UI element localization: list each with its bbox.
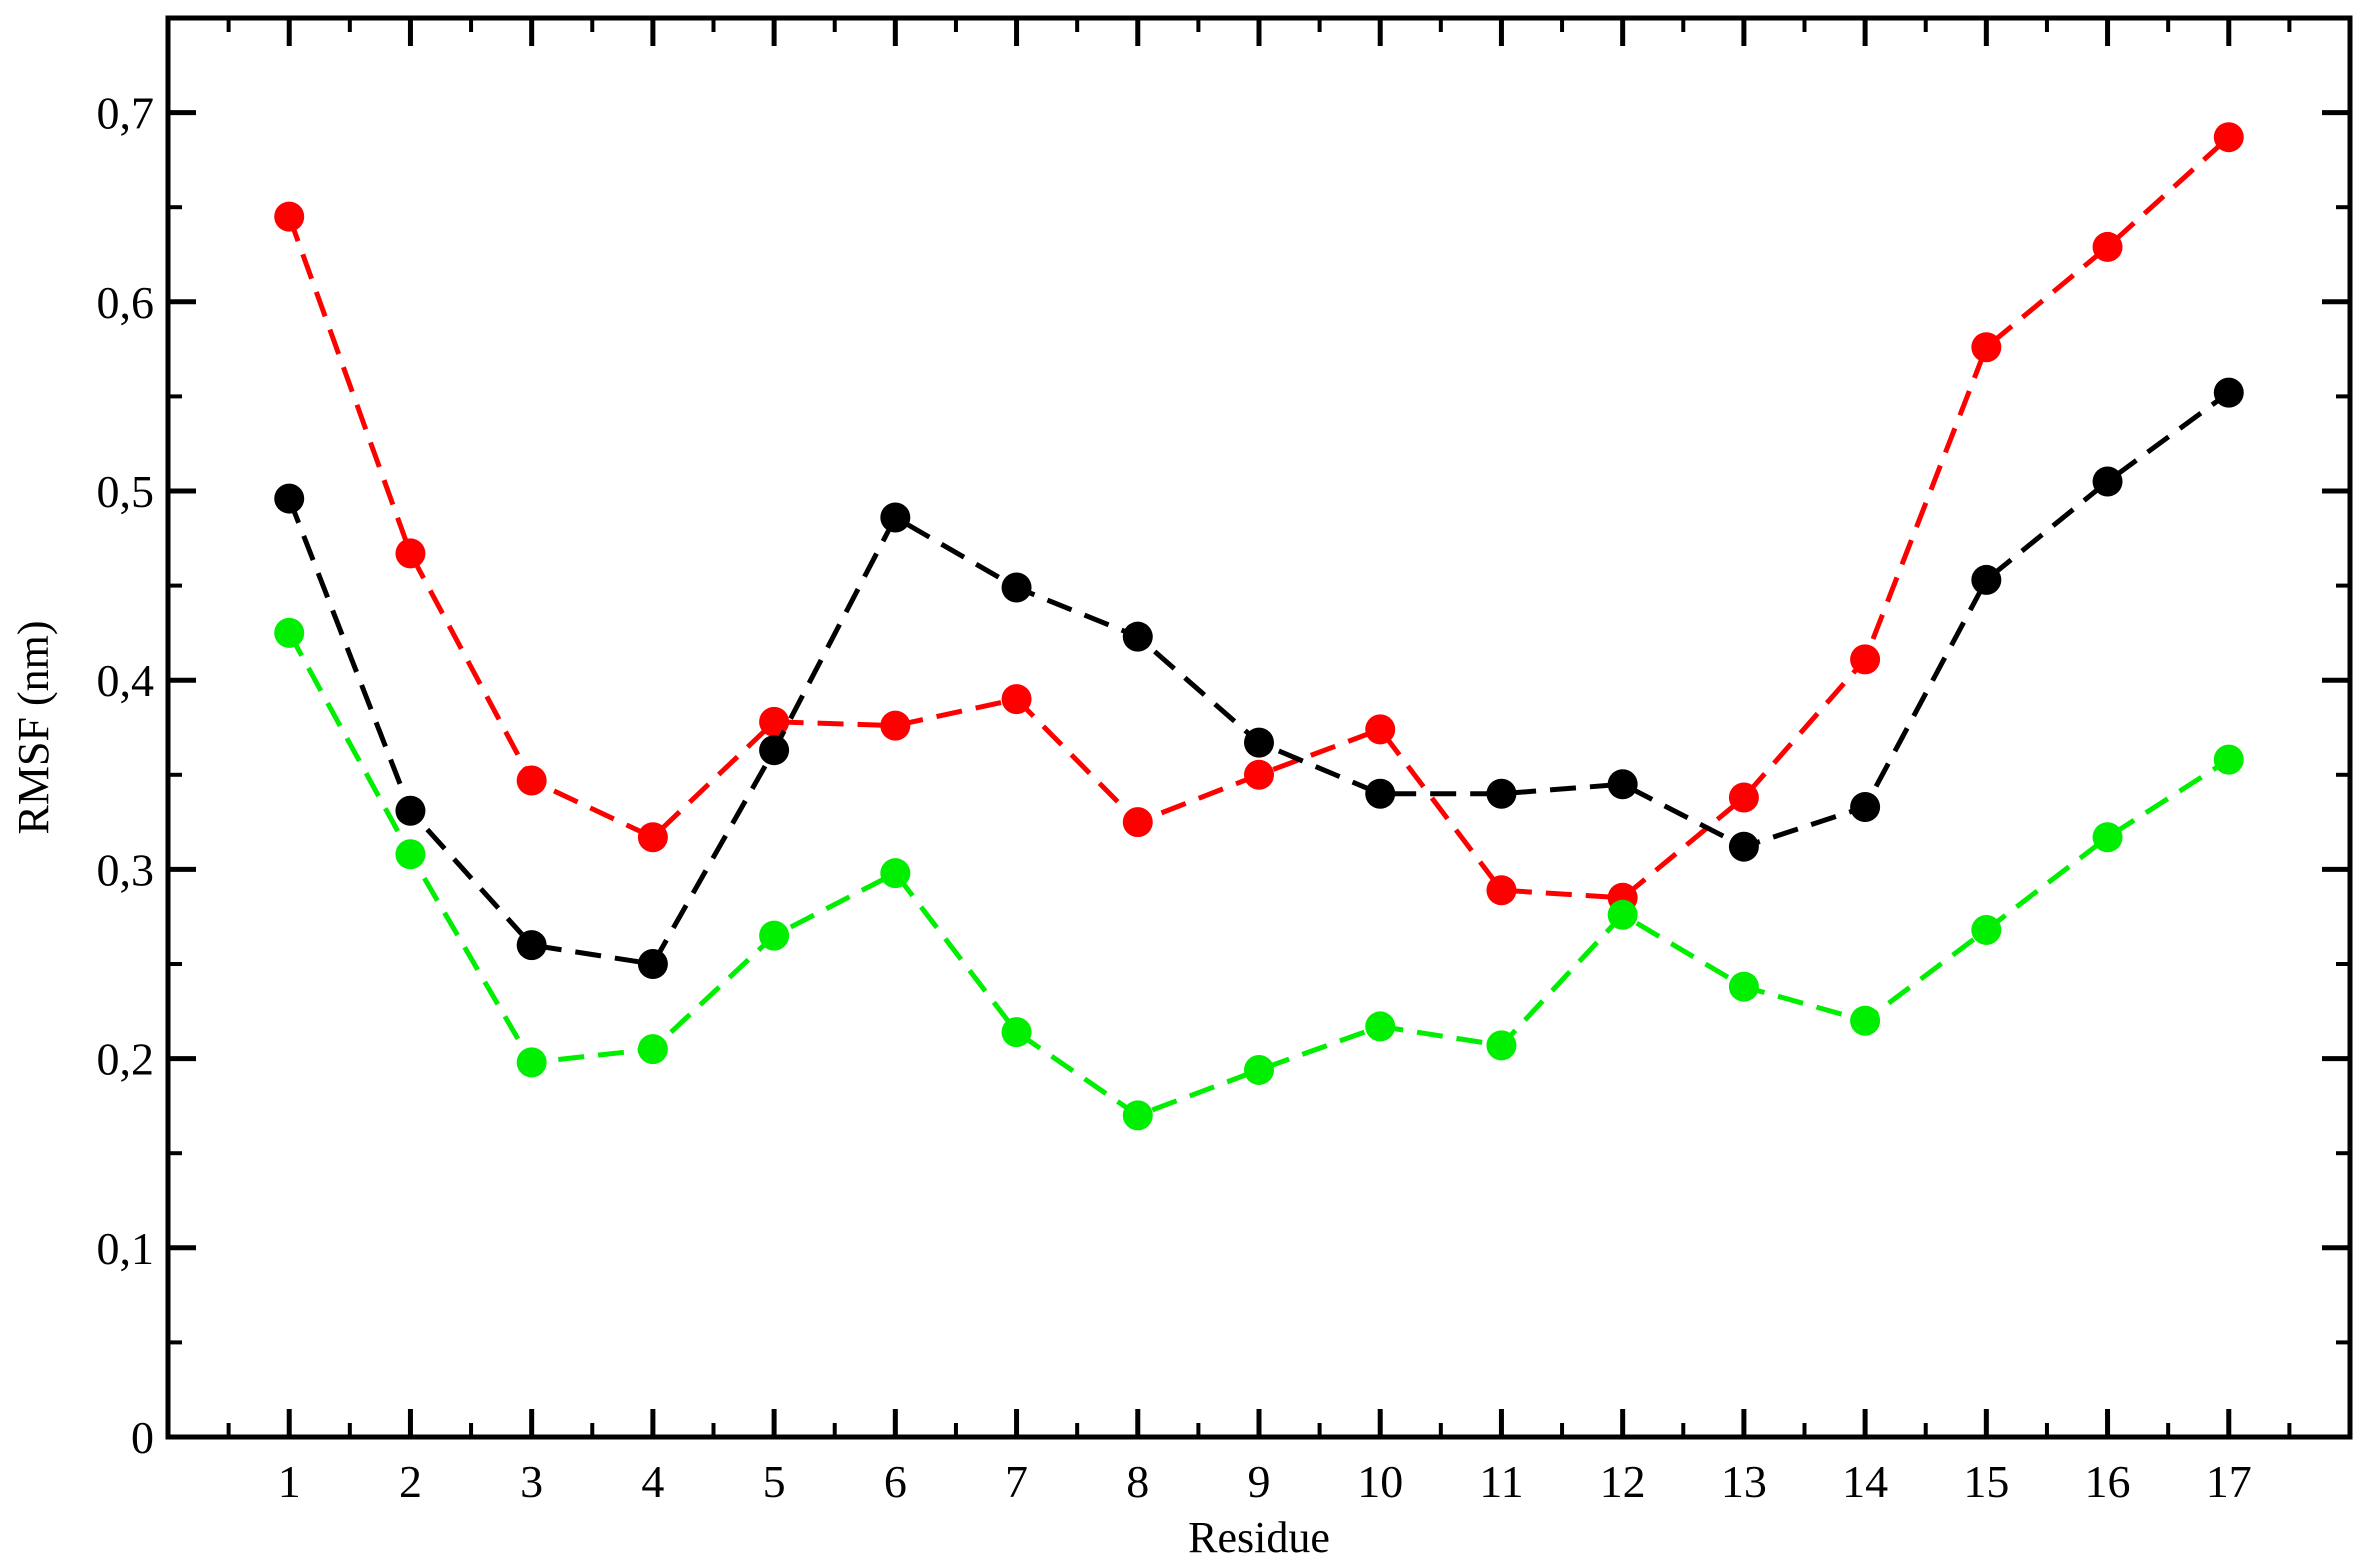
x-tick-label: 9 — [1248, 1456, 1271, 1507]
data-point — [1244, 759, 1274, 790]
data-point — [1486, 778, 1517, 809]
data-point — [637, 1034, 668, 1065]
x-tick-label: 15 — [1963, 1456, 2009, 1507]
y-tick-label: 0 — [131, 1412, 154, 1463]
x-tick-label: 4 — [641, 1456, 664, 1507]
data-point — [1607, 769, 1638, 800]
data-point — [1244, 1054, 1274, 1085]
x-tick-label: 12 — [1600, 1456, 1646, 1507]
x-tick-label: 10 — [1357, 1456, 1403, 1507]
x-tick-label: 5 — [763, 1456, 786, 1507]
x-tick-label: 6 — [884, 1456, 907, 1507]
y-tick-label: 0,6 — [97, 277, 155, 328]
data-point — [1850, 644, 1881, 675]
data-point — [516, 1047, 547, 1078]
data-point — [880, 858, 911, 889]
data-point — [516, 765, 547, 796]
series-line — [287, 631, 2231, 1118]
data-point — [1244, 727, 1274, 758]
x-tick-label: 8 — [1126, 1456, 1149, 1507]
y-tick-label: 0,2 — [97, 1034, 155, 1085]
data-point — [2092, 231, 2123, 262]
data-point — [637, 822, 668, 853]
x-tick-label: 16 — [2085, 1456, 2131, 1507]
data-point — [1122, 1100, 1153, 1131]
x-tick-label: 3 — [520, 1456, 543, 1507]
data-point — [2092, 466, 2123, 497]
tick-labels-layer: 1 2 3 4 5 6 7 8 9 10 11 12 13 14 15 16 1700,10,20,30,40,… — [97, 88, 2252, 1507]
data-point — [2213, 122, 2244, 153]
x-tick-label: 1 — [278, 1456, 301, 1507]
data-point — [1728, 782, 1759, 813]
y-tick-label: 0,4 — [97, 655, 155, 706]
data-point — [759, 706, 790, 737]
data-point — [759, 735, 790, 766]
series-layer — [274, 122, 2244, 1131]
data-point — [274, 483, 305, 514]
data-point — [1486, 875, 1517, 906]
data-point — [1850, 1005, 1881, 1036]
data-point — [274, 201, 305, 232]
x-tick-label: 7 — [1005, 1456, 1028, 1507]
data-point — [1001, 684, 1032, 715]
y-tick-label: 0,3 — [97, 844, 155, 895]
data-point — [1001, 572, 1032, 603]
data-point — [2213, 744, 2244, 775]
y-tick-label: 0,1 — [97, 1223, 155, 1274]
data-point — [1971, 332, 2002, 363]
series-3 — [274, 617, 2244, 1131]
data-point — [2092, 822, 2123, 853]
x-tick-label: 17 — [2206, 1456, 2252, 1507]
data-point — [1486, 1030, 1517, 1061]
data-point — [2213, 377, 2244, 408]
data-point — [395, 839, 426, 870]
x-tick-label: 11 — [1479, 1456, 1523, 1507]
x-tick-label: 14 — [1842, 1456, 1888, 1507]
data-point — [1971, 914, 2002, 945]
data-point — [395, 795, 426, 826]
data-point — [1607, 899, 1638, 930]
x-tick-label: 13 — [1721, 1456, 1767, 1507]
series-2 — [274, 377, 2244, 979]
data-point — [1728, 831, 1759, 862]
data-point — [1850, 791, 1881, 822]
y-axis-title: RMSF (nm) — [9, 621, 58, 835]
data-point — [395, 538, 426, 569]
x-axis-title: Residue — [1188, 1513, 1330, 1562]
data-point — [880, 502, 911, 533]
data-point — [516, 930, 547, 961]
data-point — [1365, 714, 1396, 745]
data-point — [1365, 778, 1396, 809]
data-point — [1001, 1017, 1032, 1048]
data-point — [1122, 621, 1153, 652]
data-point — [1365, 1011, 1396, 1042]
ticks-layer — [168, 16, 2350, 1440]
data-point — [637, 949, 668, 979]
series-1 — [274, 122, 2244, 913]
data-point — [1971, 564, 2002, 595]
data-point — [880, 710, 911, 741]
data-point — [1122, 807, 1153, 838]
data-point — [759, 920, 790, 951]
data-point — [1728, 971, 1759, 1002]
y-tick-label: 0,5 — [97, 466, 155, 517]
data-point — [274, 617, 305, 648]
x-tick-label: 2 — [399, 1456, 422, 1507]
y-tick-label: 0,7 — [97, 88, 155, 139]
